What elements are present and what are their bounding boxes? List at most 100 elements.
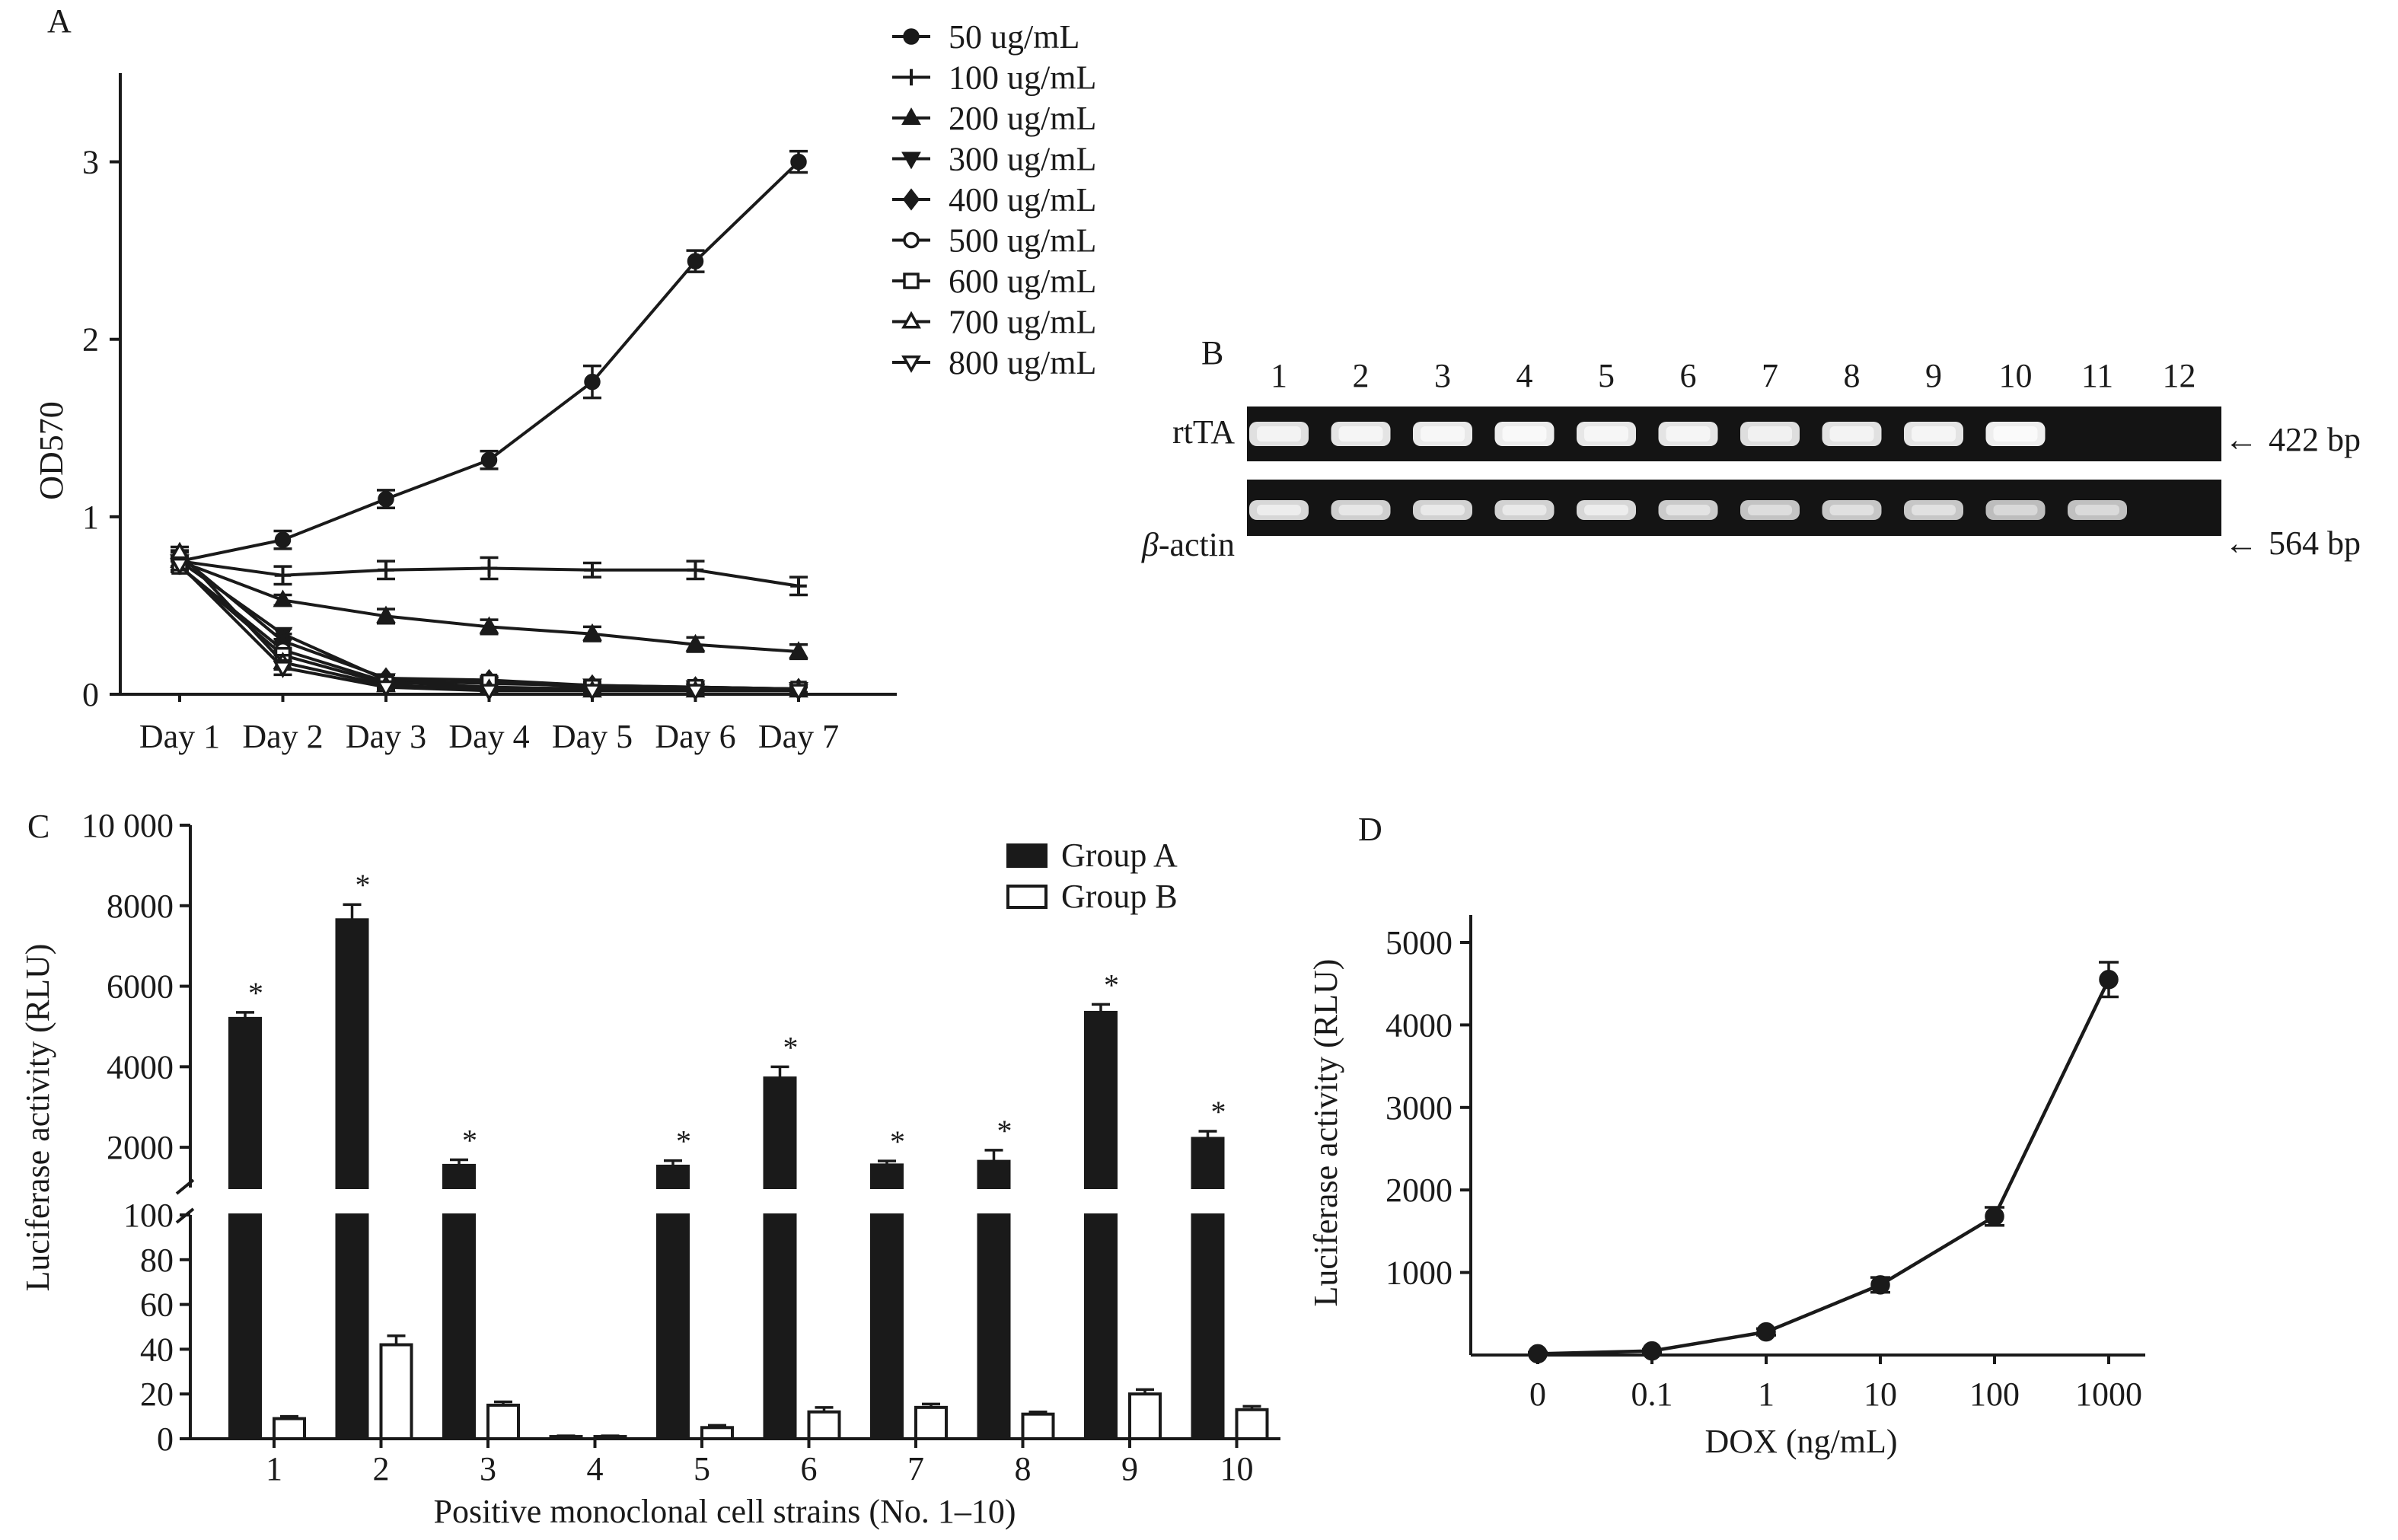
gel-band-core [1257, 505, 1301, 515]
panel-c-x-tick-label: 8 [1015, 1450, 1032, 1487]
panel-c-legend-item: Group B [1006, 878, 1178, 915]
panel-a-data-point [170, 557, 190, 576]
panel-a-legend-swatch-marker [902, 188, 920, 211]
panel-a-data-point [584, 373, 601, 391]
gel-band-core [1993, 426, 2038, 442]
panel-a-data-point [480, 451, 498, 469]
panel-a-data-point [685, 633, 706, 652]
panel-c-y-tick-label: 40 [140, 1331, 174, 1368]
axis-break-mark [175, 1178, 195, 1195]
panel-a-legend-item: 300 ug/mL [892, 141, 1096, 178]
panel-a-y-tick-label: 1 [82, 499, 99, 536]
panel-c: C Luciferase activity (RLU) Positive mon… [19, 807, 1280, 1530]
panel-c-legend-swatch [1006, 843, 1048, 868]
panel-a-legend-label: 500 ug/mL [949, 222, 1096, 260]
gel-lane-number: 8 [1844, 357, 1861, 394]
gel-lane-number: 11 [2081, 357, 2113, 394]
gel-band-core [1912, 505, 1956, 515]
significance-asterisk: * [462, 1124, 477, 1158]
gel-band-core [1666, 426, 1711, 442]
panel-c-bar-group-b [1235, 1404, 1269, 1441]
gel-band-core [1584, 426, 1628, 442]
gel-row-label-rttA: rtTA [1172, 413, 1235, 451]
panel-a-series [170, 149, 808, 702]
panel-c-bar-group-b [379, 1334, 413, 1441]
panel-d-x-tick-label: 10 [1864, 1376, 1897, 1413]
panel-a-legend-label: 400 ug/mL [949, 181, 1096, 218]
panel-c-bar-segment [870, 1163, 904, 1189]
panel-c-x-ticks: 1 2 3 4 5 6 7 8 9 10 [266, 1439, 1254, 1487]
panel-a-legend-item: 600 ug/mL [892, 263, 1096, 300]
panel-c-y-tick-label: 10 000 [81, 807, 174, 844]
panel-c-bar-segment [763, 1213, 797, 1440]
panel-c-x-tick-label: 1 [266, 1450, 282, 1487]
panel-c-bar-segment [1084, 1010, 1118, 1190]
panel-a-data-point [274, 566, 292, 584]
gel-lane-number: 4 [1516, 357, 1533, 394]
panel-c-y-axis-title: Luciferase activity (RLU) [19, 944, 56, 1292]
gel-band-core [1257, 426, 1301, 442]
panel-c-bar-segment [807, 1410, 841, 1440]
panel-a-data-point [479, 684, 499, 702]
panel-c-bar-segment [486, 1403, 520, 1441]
panel-c-y-tick-label: 2000 [107, 1129, 174, 1166]
panel-c-x-tick-label: 10 [1220, 1450, 1254, 1487]
panel-a-legend-label: 100 ug/mL [949, 59, 1096, 97]
gel-lane-number: 2 [1353, 357, 1370, 394]
significance-asterisk: * [890, 1124, 905, 1159]
gel-lane-number: 6 [1680, 357, 1697, 394]
panel-a-series-100-ug-mL [171, 550, 808, 597]
gel-lane-number: 9 [1925, 357, 1942, 394]
panel-d-y-tick-label: 5000 [1386, 924, 1453, 961]
gel-band-core [1584, 505, 1628, 515]
panel-c-x-axis-title: Positive monoclonal cell strains (No. 1–… [434, 1493, 1016, 1530]
gel-band-core [1421, 426, 1465, 442]
panel-c-bar-group-b [593, 1434, 627, 1441]
panel-c-x-tick-label: 4 [587, 1450, 604, 1487]
panel-d: D Luciferase activity (RLU) DOX (ng/mL) … [1307, 811, 2145, 1460]
gel-lane-numbers: 1 2 3 4 5 6 7 8 9 10 11 12 [1271, 357, 2196, 394]
gel-band-core [1502, 505, 1547, 515]
panel-c-y-tick-label: 60 [140, 1287, 174, 1324]
gel-size-marker-top: ← 422 bp [2224, 421, 2361, 458]
panel-a-data-point [685, 684, 706, 702]
significance-asterisk: * [356, 868, 371, 902]
panel-a-data-point [687, 253, 704, 269]
panel-a-data-point [582, 623, 602, 641]
panel-a-legend-item: 700 ug/mL [892, 304, 1096, 341]
panel-a-legend-swatch-marker [901, 151, 921, 170]
panel-c-y-tick-label: 80 [140, 1242, 174, 1279]
panel-a-legend-label: 200 ug/mL [949, 100, 1096, 137]
panel-c-y-ticks: 0 20 40 60 80 100 2000 4000 6000 8000 10 000 [81, 807, 190, 1458]
gel-band [2068, 500, 2127, 520]
gel-size-label: 564 bp [2269, 524, 2361, 562]
gel-row-label-actin: β-actin [1141, 526, 1235, 563]
panel-a-data-point [273, 661, 293, 678]
panel-a-x-tick-label: Day 5 [552, 718, 633, 755]
gel-row-1 [1247, 480, 2221, 536]
panel-a-data-point [582, 684, 602, 702]
panel-d-data-point [1870, 1275, 1890, 1295]
panel-c-bar-group-a: * [335, 868, 371, 1440]
gel-band [1985, 500, 2046, 520]
panel-c-bar-group-b [1128, 1388, 1162, 1440]
gel-band-core [1993, 505, 2038, 515]
panel-c-bar-segment [228, 1213, 262, 1440]
panel-c-bar-group-a: * [977, 1114, 1012, 1440]
panel-a-data-point [789, 641, 808, 658]
gel-arrow: ← [2224, 421, 2258, 458]
panel-c-y-tick-label: 100 [123, 1197, 174, 1234]
panel-d-data-point [1528, 1344, 1548, 1364]
panel-d-data-point [1756, 1322, 1776, 1342]
panel-d-y-tick-label: 1000 [1386, 1255, 1453, 1292]
gel-background [1247, 480, 2221, 536]
panel-a-x-ticks: Day 1 Day 2 Day 3 Day 4 Day 5 Day 6 Day 7 [139, 694, 839, 755]
panel-a-data-point [273, 589, 293, 607]
panel-d-y-tick-label: 3000 [1386, 1089, 1453, 1127]
gel-band-core [1502, 426, 1547, 442]
panel-d-x-tick-label: 100 [1969, 1376, 2020, 1413]
gel-size-label: 422 bp [2269, 421, 2361, 458]
panel-d-axes [1469, 915, 2145, 1357]
panel-c-bar-segment [273, 1417, 306, 1441]
